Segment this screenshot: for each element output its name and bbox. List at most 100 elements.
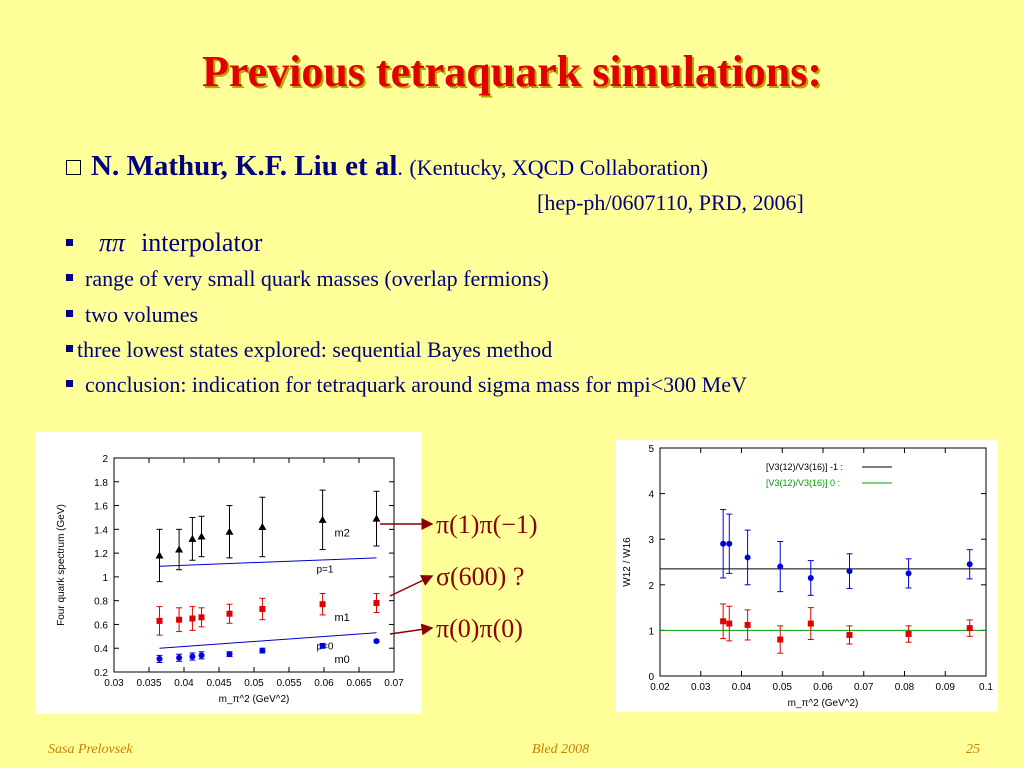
pi-symbol: ππ <box>99 228 126 257</box>
data-point-circle <box>726 540 733 547</box>
label-pi0-pi0: π(0)π(0) <box>436 614 523 643</box>
data-point-circle <box>777 563 784 570</box>
data-point-circle <box>319 642 326 649</box>
data-point-square <box>156 617 163 624</box>
footer-page-number: 25 <box>966 742 980 757</box>
x-tick-label: 0.05 <box>773 682 793 693</box>
legend-label: [V3(12)/V3(16)] 0 : <box>766 478 840 488</box>
data-point-circle <box>176 654 183 661</box>
y-tick-label: 4 <box>648 490 654 501</box>
spectrum-chart-panel: 0.03 0.035 0.04 0.045 0.05 0.055 0.06 0.065 0.07… <box>36 432 422 714</box>
reference-institution: (Kentucky, XQCD Collaboration) <box>409 155 708 180</box>
y-tick-label: 2 <box>648 581 654 592</box>
bullet-text: two volumes <box>85 302 199 327</box>
x-tick-label: 0.06 <box>314 678 334 689</box>
bullet-item: conclusion: indication for tetraquark ar… <box>66 372 747 398</box>
footer-event: Bled 2008 <box>532 742 590 757</box>
y-axis-label: Four quark spectrum (GeV) <box>56 504 67 626</box>
x-tick-label: 0.04 <box>732 682 752 693</box>
bullet-item: ππ interpolator <box>66 228 262 258</box>
x-tick-label: 0.1 <box>979 682 993 693</box>
y-tick-label: 2 <box>102 454 108 465</box>
data-point-circle <box>226 651 233 658</box>
data-point-square <box>905 631 912 638</box>
data-point-square <box>226 610 233 617</box>
data-point-triangle <box>188 534 197 542</box>
weight-ratio-chart-panel: 0.02 0.03 0.04 0.05 0.06 0.07 0.08 0.09 0.1 0 1 2 3 4… <box>616 440 998 712</box>
bullet-text: range of very small quark masses (overla… <box>85 266 549 291</box>
x-tick-label: 0.09 <box>936 682 956 693</box>
x-tick-label: 0.03 <box>691 682 711 693</box>
legend-label: [V3(12)/V3(16)] -1 : <box>766 462 843 472</box>
y-tick-label: 1.2 <box>94 549 108 560</box>
data-point-square <box>846 631 853 638</box>
bullet-icon <box>66 380 73 388</box>
y-tick-label: 1 <box>102 573 108 584</box>
x-axis-label: m_π^2 (GeV^2) <box>788 698 859 709</box>
data-point-triangle <box>175 545 184 553</box>
label-sigma600: σ(600) ? <box>436 562 525 591</box>
data-point-circle <box>259 647 266 654</box>
arrow-l2 <box>389 575 434 597</box>
data-point-triangle <box>197 532 206 540</box>
x-tick-label: 0.08 <box>895 682 915 693</box>
x-tick-label: 0.06 <box>813 682 833 693</box>
data-point-circle <box>198 652 205 659</box>
data-point-triangle <box>155 551 164 559</box>
y-tick-label: 0 <box>648 672 654 683</box>
data-point-triangle <box>318 515 327 523</box>
series-label: m0 <box>335 654 350 666</box>
data-point-square <box>259 605 266 612</box>
y-tick-label: 1.8 <box>94 478 108 489</box>
arrows-overlay <box>380 518 434 636</box>
y-axis-label: W12 / W16 <box>622 537 633 587</box>
bullet-text: interpolator <box>141 228 263 257</box>
y-tick-label: 3 <box>648 535 654 546</box>
fit-line <box>159 557 377 567</box>
bullet-item: range of very small quark masses (overla… <box>66 266 549 292</box>
weight-ratio-chart: 0.02 0.03 0.04 0.05 0.06 0.07 0.08 0.09 0.1 0 1 2 3 4… <box>622 444 993 709</box>
x-tick-label: 0.055 <box>276 678 301 689</box>
reference-authors: N. Mathur, K.F. Liu et al <box>91 150 398 182</box>
data-point-circle <box>744 554 751 561</box>
data-point-triangle <box>372 514 381 522</box>
fit-line-label: p=1 <box>317 564 334 575</box>
data-point-circle <box>966 561 973 568</box>
data-point-square <box>176 616 183 623</box>
label-pi1-pim1: π(1)π(−1) <box>436 510 538 539</box>
data-point-square <box>807 620 814 627</box>
four-quark-spectrum-chart: 0.03 0.035 0.04 0.045 0.05 0.055 0.06 0.065 0.07… <box>56 454 404 705</box>
data-point-circle <box>373 638 380 645</box>
x-tick-label: 0.035 <box>136 678 161 689</box>
footer-author: Sasa Prelovsek <box>48 742 133 757</box>
x-tick-label: 0.065 <box>346 678 371 689</box>
data-point-circle <box>807 574 814 581</box>
data-point-triangle <box>258 522 267 530</box>
checkbox-bullet-icon <box>66 159 81 175</box>
arrow-l3 <box>389 623 434 636</box>
data-point-circle <box>189 653 196 660</box>
data-point-triangle <box>225 527 234 535</box>
bullet-item: three lowest states explored: sequential… <box>66 337 552 363</box>
y-tick-label: 5 <box>648 444 654 455</box>
data-point-square <box>198 614 205 621</box>
x-tick-label: 0.03 <box>104 678 124 689</box>
data-point-square <box>720 618 727 625</box>
data-point-circle <box>156 655 163 662</box>
bullet-item: two volumes <box>66 302 198 328</box>
bullet-text: three lowest states explored: sequential… <box>77 337 553 362</box>
bullet-icon <box>66 310 73 318</box>
slide-title: Previous tetraquark simulations: <box>201 47 823 96</box>
bullet-icon <box>66 345 73 353</box>
x-tick-label: 0.07 <box>854 682 874 693</box>
y-tick-label: 0.4 <box>94 644 108 655</box>
bullet-icon <box>66 274 73 282</box>
data-point-circle <box>905 570 912 577</box>
series-label: m2 <box>335 528 350 540</box>
y-tick-label: 0.2 <box>94 668 108 679</box>
bullet-icon <box>66 239 73 247</box>
y-tick-label: 0.6 <box>94 620 108 631</box>
data-point-circle <box>846 568 853 575</box>
data-point-square <box>189 615 196 622</box>
data-point-circle <box>720 540 727 547</box>
